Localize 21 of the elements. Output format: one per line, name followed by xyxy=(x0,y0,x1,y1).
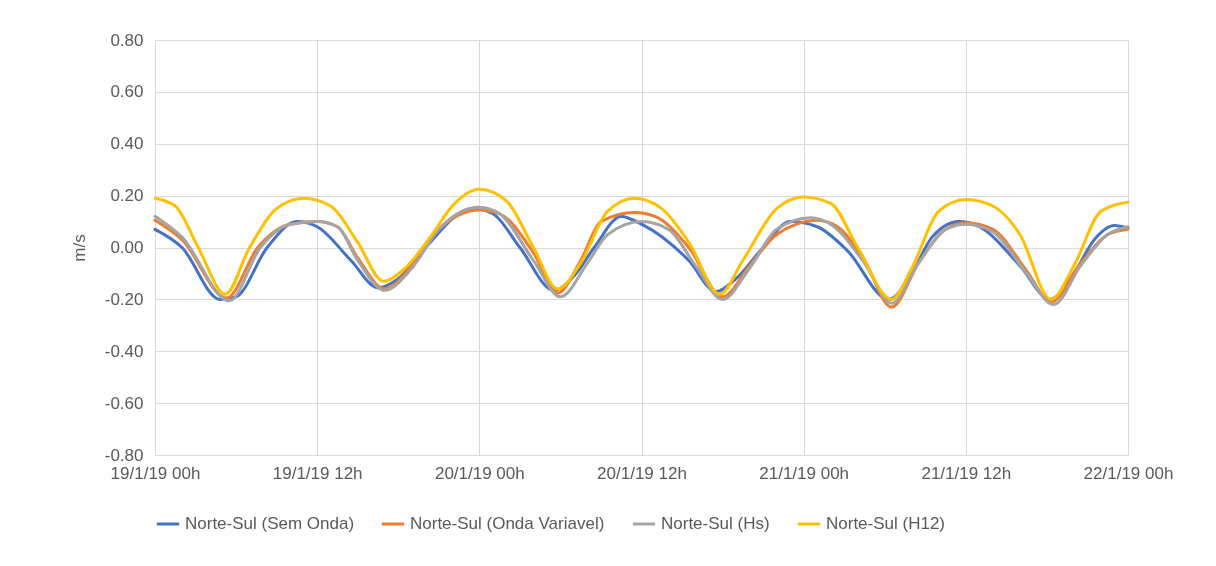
legend-label: Norte-Sul (Hs) xyxy=(661,514,770,533)
x-tick-label: 21/1/19 00h xyxy=(759,463,850,483)
y-tick-label: 0.00 xyxy=(110,238,144,257)
x-tick-label: 20/1/19 00h xyxy=(434,463,525,483)
x-tick-label: 20/1/19 12h xyxy=(597,463,687,483)
legend-label: Norte-Sul (H12) xyxy=(826,514,946,533)
y-tick-label: 0.80 xyxy=(110,30,144,50)
y-axis-title: m/s xyxy=(69,234,89,262)
y-tick-label: -0.20 xyxy=(104,289,144,309)
legend-label: Norte-Sul (Sem Onda) xyxy=(185,514,355,533)
y-tick-label: 0.20 xyxy=(110,186,144,206)
y-tick-label: -0.60 xyxy=(104,393,144,413)
y-tick-label: -0.80 xyxy=(104,445,144,465)
y-tick-label: 0.60 xyxy=(110,82,144,102)
x-tick-label: 21/1/19 12h xyxy=(921,463,1012,483)
x-tick-label: 22/1/19 00h xyxy=(1083,463,1174,483)
x-tick-label: 19/1/19 12h xyxy=(272,463,363,483)
legend-label: Norte-Sul (Onda Variavel) xyxy=(410,514,605,533)
y-tick-label: -0.40 xyxy=(104,341,144,361)
x-tick-label: 19/1/19 00h xyxy=(110,463,201,483)
y-tick-label: 0.40 xyxy=(110,134,144,154)
